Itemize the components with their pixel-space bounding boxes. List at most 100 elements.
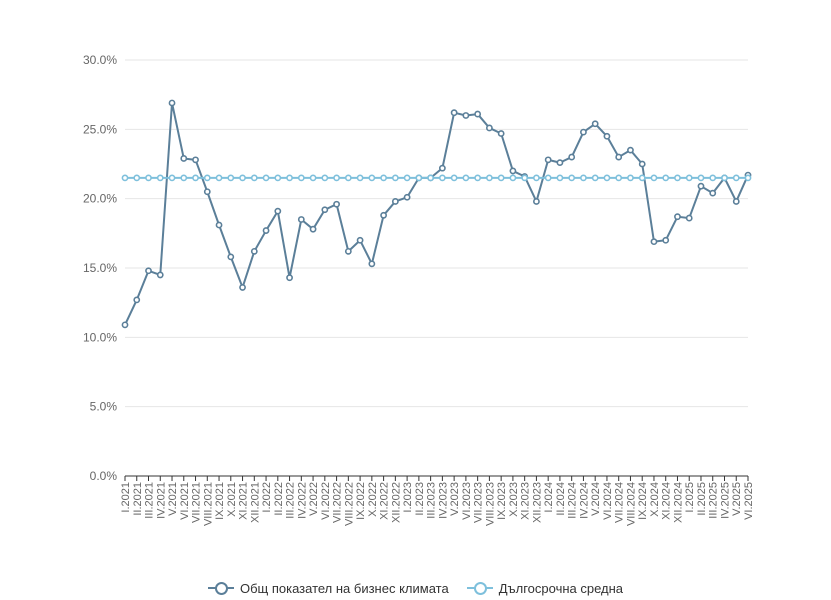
data-point	[568, 153, 576, 161]
data-point	[732, 198, 740, 205]
x-tick-label: XII.2024	[672, 482, 684, 523]
data-point	[156, 174, 164, 182]
x-tick-label: X.2024	[649, 482, 661, 517]
series-line	[124, 101, 749, 326]
x-tick-label: VII.2024	[614, 482, 626, 523]
x-tick-label: X.2022	[367, 482, 379, 517]
data-point	[627, 146, 634, 154]
data-point	[121, 174, 129, 182]
data-point	[450, 109, 458, 117]
x-tick-label: IX.2021	[214, 482, 226, 520]
legend-item-business-climate[interactable]: Общ показател на бизнес климата	[207, 581, 449, 596]
data-point	[274, 174, 282, 182]
y-tick-label: 15.0%	[83, 261, 117, 275]
data-point	[333, 174, 340, 182]
data-point	[638, 174, 646, 182]
data-point	[321, 206, 329, 214]
data-point	[556, 174, 564, 182]
data-point	[344, 174, 352, 182]
data-point	[462, 174, 470, 182]
data-point	[674, 174, 681, 182]
data-point	[403, 174, 411, 182]
data-point	[591, 120, 599, 128]
x-tick-label: II.2021	[132, 482, 144, 516]
x-tick-label: V.2024	[590, 482, 602, 516]
data-point	[380, 211, 388, 219]
data-point	[321, 174, 329, 182]
data-point	[227, 253, 235, 261]
data-point	[415, 174, 423, 182]
x-tick-label: III.2025	[708, 482, 720, 519]
data-point	[544, 174, 552, 182]
data-point	[180, 155, 188, 162]
data-point	[145, 174, 152, 182]
legend-swatch-icon	[207, 581, 234, 595]
x-tick-label: IV.2021	[155, 482, 167, 519]
data-point	[709, 174, 717, 182]
data-point	[297, 216, 305, 223]
x-tick-label: V.2025	[731, 482, 743, 516]
data-point	[344, 247, 352, 255]
x-tick-label: V.2023	[449, 482, 461, 516]
data-point	[685, 214, 693, 222]
data-point	[239, 284, 246, 291]
data-point	[662, 236, 670, 244]
x-tick-label: XII.2021	[249, 482, 261, 523]
data-point	[227, 174, 235, 182]
x-tick-label: XII.2022	[390, 482, 402, 523]
data-point	[580, 174, 587, 182]
data-point	[697, 174, 705, 182]
data-point	[133, 296, 141, 304]
y-tick-label: 25.0%	[83, 122, 117, 136]
x-tick-label: IV.2022	[296, 482, 308, 519]
data-point	[391, 174, 399, 182]
data-point	[333, 200, 340, 208]
data-point	[180, 174, 188, 182]
data-point	[650, 238, 658, 246]
x-tick-label: III.2022	[285, 482, 297, 519]
data-point	[662, 174, 670, 182]
y-axis: 0.0% 5.0% 10.0% 15.0% 20.0% 25.0% 30.0%	[83, 53, 117, 483]
y-tick-label: 5.0%	[90, 400, 118, 414]
data-point	[485, 174, 493, 182]
y-tick-label: 0.0%	[90, 469, 118, 483]
series-0	[121, 99, 752, 329]
x-tick-label: I.2022	[261, 482, 273, 513]
x-tick-label: II.2023	[414, 482, 426, 516]
x-tick-label: XI.2024	[661, 482, 673, 520]
x-tick-label: VI.2021	[179, 482, 191, 520]
x-tick-label: I.2024	[543, 482, 555, 513]
data-point	[309, 225, 317, 233]
data-point	[709, 189, 717, 197]
legend: Общ показател на бизнес климата Дългосро…	[0, 578, 831, 598]
data-point	[274, 207, 282, 215]
x-tick-label: III.2023	[426, 482, 438, 519]
x-tick-label: VI.2024	[602, 482, 614, 520]
data-point	[556, 159, 564, 167]
data-point	[250, 247, 258, 255]
data-point	[215, 174, 223, 182]
x-tick-label: I.2021	[120, 482, 132, 513]
data-point	[721, 174, 728, 182]
data-point	[615, 153, 623, 161]
data-point	[192, 174, 199, 182]
y-tick-label: 30.0%	[83, 53, 117, 67]
legend-label: Дългосрочна средна	[498, 580, 624, 596]
data-point	[638, 160, 646, 168]
x-tick-label: II.2024	[555, 482, 567, 516]
data-point	[262, 227, 270, 234]
x-tick-label: IV.2023	[437, 482, 449, 519]
data-point	[438, 164, 446, 172]
data-point	[239, 174, 246, 182]
data-point	[438, 174, 446, 182]
data-point	[521, 174, 529, 182]
data-point	[356, 174, 364, 182]
legend-item-long-term-average[interactable]: Дългосрочна средна	[466, 580, 624, 596]
x-tick-label: IX.2022	[355, 482, 367, 520]
data-point	[474, 174, 482, 182]
data-point	[215, 221, 223, 229]
x-tick-label: VII.2023	[473, 482, 485, 523]
x-tick-label: VIII.2021	[202, 482, 214, 526]
data-point	[744, 174, 752, 182]
data-point	[368, 260, 376, 268]
